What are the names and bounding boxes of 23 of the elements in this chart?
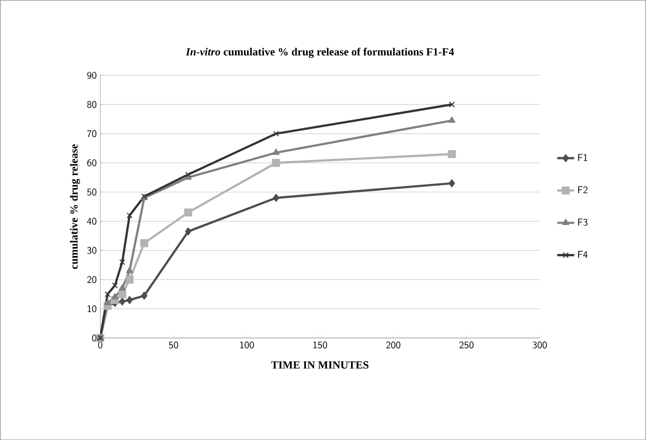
legend-label: F4 bbox=[578, 250, 588, 258]
x-tick-label: 150 bbox=[313, 341, 328, 348]
y-tick-label: 10 bbox=[88, 305, 96, 312]
x-tick-label: 100 bbox=[240, 341, 254, 348]
y-tick-label: 40 bbox=[87, 218, 96, 225]
x-tick-label: 300 bbox=[532, 341, 547, 348]
y-tick-label: 70 bbox=[87, 130, 96, 138]
y-axis-title: cumulative % drug release bbox=[70, 144, 80, 269]
chart-title: In-vitro cumulative % drug release of formulations F1-F4 bbox=[186, 48, 454, 58]
x-tick-label: 50 bbox=[168, 341, 178, 348]
y-tick-label: 50 bbox=[87, 188, 96, 196]
legend-label: F2 bbox=[578, 186, 588, 194]
y-tick-label: 30 bbox=[87, 246, 96, 254]
legend-label: F3 bbox=[578, 218, 588, 226]
x-tick-label: 200 bbox=[386, 341, 400, 348]
y-tick-label: 80 bbox=[87, 100, 96, 108]
y-tick-label: 20 bbox=[87, 276, 96, 283]
y-tick-label: 90 bbox=[87, 72, 96, 79]
y-tick-label: 0 bbox=[92, 334, 96, 342]
x-tick-label: 250 bbox=[459, 341, 474, 348]
legend-label: F1 bbox=[578, 154, 588, 161]
x-axis-title: TIME IN MINUTES bbox=[271, 361, 368, 369]
y-tick-label: 60 bbox=[87, 159, 96, 166]
